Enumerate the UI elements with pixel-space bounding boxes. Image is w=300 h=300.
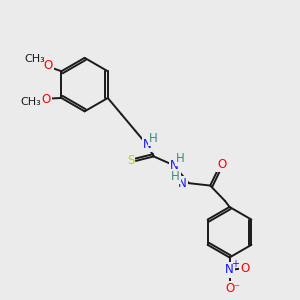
Text: O: O xyxy=(225,282,234,295)
Text: O: O xyxy=(240,262,250,275)
Text: O: O xyxy=(41,93,51,106)
Text: H: H xyxy=(149,132,158,145)
Text: N: N xyxy=(225,263,234,277)
Text: O: O xyxy=(217,158,226,171)
Text: H: H xyxy=(171,170,180,183)
Text: CH₃: CH₃ xyxy=(24,54,45,64)
Text: H: H xyxy=(176,152,185,165)
Text: CH₃: CH₃ xyxy=(21,98,41,107)
Text: O: O xyxy=(44,59,53,72)
Text: ⁻: ⁻ xyxy=(233,282,239,295)
Text: S: S xyxy=(127,154,134,167)
Text: N: N xyxy=(178,177,187,190)
Text: N: N xyxy=(169,159,178,172)
Text: N: N xyxy=(142,138,152,151)
Text: +: + xyxy=(231,259,239,269)
